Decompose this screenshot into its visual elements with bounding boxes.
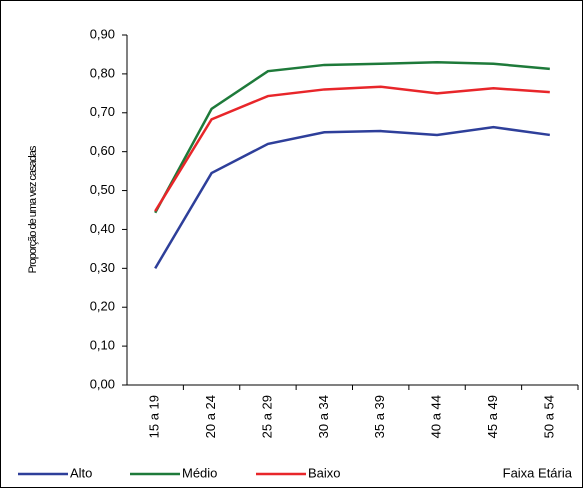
x-tick-label: 35 a 39 xyxy=(372,395,387,438)
x-tick-label: 25 a 29 xyxy=(259,395,274,438)
legend-label: Baixo xyxy=(308,465,341,480)
x-tick-label: 50 a 54 xyxy=(541,395,556,438)
legend-label: Médio xyxy=(182,465,217,480)
series-line xyxy=(154,85,550,212)
series-line xyxy=(154,125,550,269)
y-tick-label: 0,80 xyxy=(90,65,115,80)
x-tick-label: 40 a 44 xyxy=(429,395,444,438)
y-tick-label: 0,90 xyxy=(90,26,115,41)
series-line xyxy=(154,60,550,214)
y-tick-label: 0,50 xyxy=(90,182,115,197)
x-tick-label: 15 a 19 xyxy=(147,395,162,438)
y-tick-label: 0,30 xyxy=(90,260,115,275)
y-tick-label: 0,60 xyxy=(90,143,115,158)
y-tick-label: 0,10 xyxy=(90,338,115,353)
y-tick-label: 0,00 xyxy=(90,376,115,391)
legend-label: Alto xyxy=(70,465,92,480)
y-axis-label: Proporção de uma vez casadas xyxy=(27,145,39,273)
y-tick-label: 0,20 xyxy=(90,299,115,314)
x-tick-label: 20 a 24 xyxy=(203,395,218,438)
y-tick-label: 0,40 xyxy=(90,221,115,236)
x-tick-label: 45 a 49 xyxy=(485,395,500,438)
x-tick-label: 30 a 34 xyxy=(316,395,331,438)
x-axis-label: Faixa Etária xyxy=(503,465,573,480)
y-tick-label: 0,70 xyxy=(90,104,115,119)
